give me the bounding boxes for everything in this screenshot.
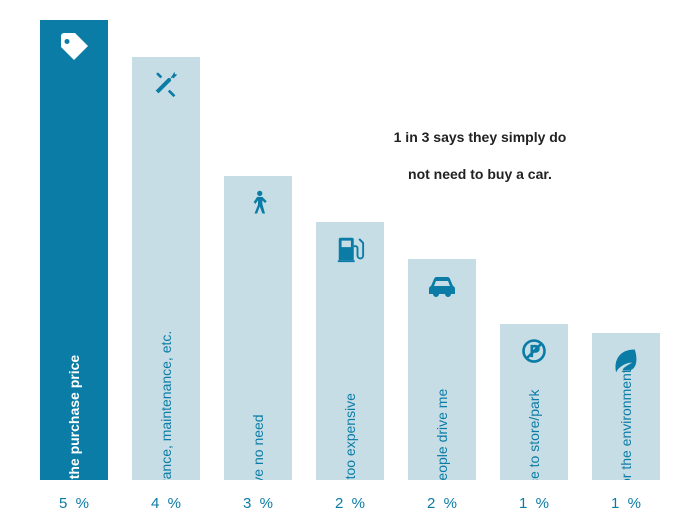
pct-suffix: % (352, 495, 365, 512)
pct-suffix: % (168, 495, 181, 512)
bar-rect: Other people drive me (408, 259, 476, 480)
pct-hidden: 7 (527, 495, 535, 512)
bar-rect: No place to store/park (500, 324, 568, 480)
bar-environment: Concern for the environment (592, 333, 660, 480)
bar-gas-expensive: Gas is too expensive (316, 222, 384, 480)
pct-label-no-need: 33% (224, 495, 292, 512)
pct-suffix: % (260, 495, 273, 512)
bars-container: $ Can't afford the purchase price Can't af… (40, 20, 660, 480)
bar-no-need: Have no need (224, 176, 292, 480)
carpool-icon (425, 269, 459, 303)
no-parking-icon (517, 334, 551, 368)
pct-label-no-parking: 17% (500, 495, 568, 512)
pct-label-environment: 16% (592, 495, 660, 512)
reasons-no-car-chart: 1 in 3 says they simply do not need to b… (0, 0, 700, 530)
pct-label-others-drive: 24% (408, 495, 476, 512)
pct-suffix: % (76, 495, 89, 512)
pct-hidden: 6 (619, 495, 627, 512)
bar-rect: Gas is too expensive (316, 222, 384, 480)
bar-label: Can't afford the purchase price (66, 355, 82, 480)
pct-hidden: 6 (159, 495, 167, 512)
tools-icon (149, 67, 183, 101)
price-tag-icon: $ (57, 30, 91, 64)
bar-others-drive: Other people drive me (408, 259, 476, 480)
pct-suffix: % (444, 495, 457, 512)
bar-label: Other people drive me (434, 389, 450, 480)
pct-suffix: % (628, 495, 641, 512)
bar-rect: Concern for the environment (592, 333, 660, 480)
pct-row: 50%46%33%28%24%17%16% (40, 495, 660, 512)
bar-label: Have no need (250, 414, 266, 480)
pct-hidden: 0 (67, 495, 75, 512)
bar-rect: $ Can't afford the purchase price (40, 20, 108, 480)
bar-label: No place to store/park (526, 390, 542, 480)
pct-hidden: 3 (251, 495, 259, 512)
bar-no-parking: No place to store/park (500, 324, 568, 480)
pct-hidden: 8 (343, 495, 351, 512)
bar-rect: Have no need (224, 176, 292, 480)
gas-pump-icon (333, 232, 367, 266)
pct-hidden: 4 (435, 495, 443, 512)
bar-label: Gas is too expensive (342, 393, 358, 480)
bar-rect: Can't afford insurance, maintenance, etc… (132, 57, 200, 480)
bar-insurance-maintenance: Can't afford insurance, maintenance, etc… (132, 57, 200, 480)
pct-label-gas-expensive: 28% (316, 495, 384, 512)
bar-label: Concern for the environment (618, 369, 634, 480)
pct-suffix: % (536, 495, 549, 512)
bar-purchase-price: $ Can't afford the purchase price (40, 20, 108, 480)
pct-label-purchase-price: 50% (40, 495, 108, 512)
pct-label-insurance-maintenance: 46% (132, 495, 200, 512)
walk-icon (241, 186, 275, 220)
bar-label: Can't afford insurance, maintenance, etc… (158, 331, 174, 480)
